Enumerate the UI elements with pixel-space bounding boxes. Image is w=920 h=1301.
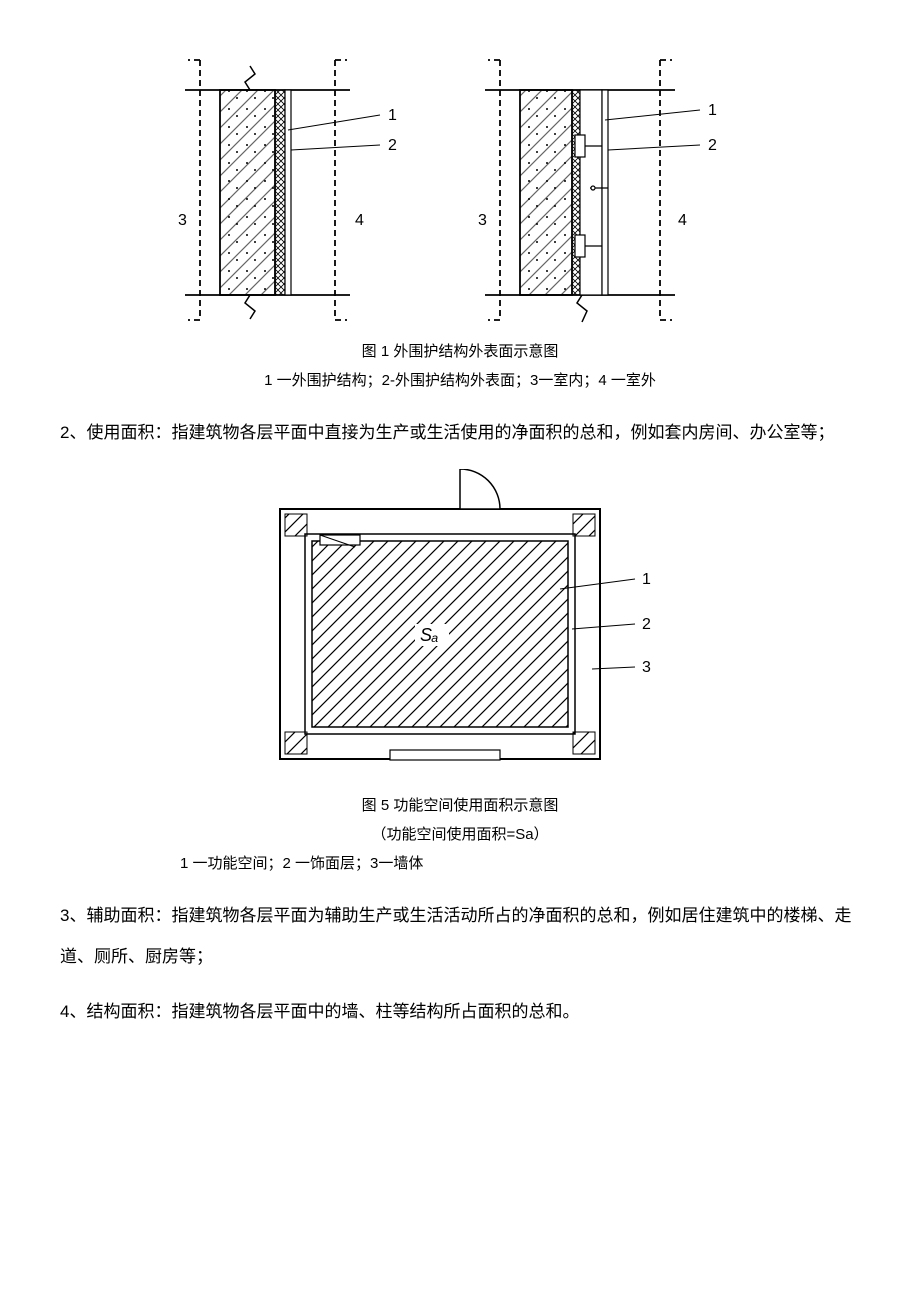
fig1-left-svg: 1 2 3 4	[170, 50, 430, 330]
fig1-right-label2: 2	[708, 137, 717, 154]
fig1-right-label4: 4	[678, 212, 687, 229]
fig1-legend: 1 一外围护结构；2-外围护结构外表面；3一室内；4 一室外	[60, 369, 860, 393]
fig5-label2: 2	[642, 616, 651, 633]
fig5-legend: 1 一功能空间；2 一饰面层；3一墙体	[180, 852, 860, 876]
figure1-row: 1 2 3 4	[60, 50, 860, 330]
fig1-right-label1: 1	[708, 102, 717, 119]
fig5-svg: Sₐ 1 2 3	[250, 469, 670, 789]
fig5-subcaption: （功能空间使用面积=Sa）	[60, 823, 860, 847]
fig5-caption: 图 5 功能空间使用面积示意图	[60, 794, 860, 818]
fig5-label1: 1	[642, 571, 651, 588]
fig1-left-label4: 4	[355, 212, 364, 229]
fig1-left-label1: 1	[388, 107, 397, 124]
fig1-right-svg: 1 2 3 4	[470, 50, 750, 330]
fig5-sa-label: Sₐ	[420, 625, 438, 645]
fig1-right-label3: 3	[478, 212, 487, 229]
fig1-left-label3: 3	[178, 212, 187, 229]
para4: 4、结构面积：指建筑物各层平面中的墙、柱等结构所占面积的总和。	[60, 992, 860, 1033]
fig1-left-label2: 2	[388, 137, 397, 154]
fig5-label3: 3	[642, 659, 651, 676]
figure5-row: Sₐ 1 2 3	[60, 469, 860, 789]
fig1-caption: 图 1 外围护结构外表面示意图	[60, 340, 860, 364]
para3: 3、辅助面积：指建筑物各层平面为辅助生产或生活活动所占的净面积的总和，例如居住建…	[60, 896, 860, 978]
para2: 2、使用面积：指建筑物各层平面中直接为生产或生活使用的净面积的总和，例如套内房间…	[60, 413, 860, 454]
